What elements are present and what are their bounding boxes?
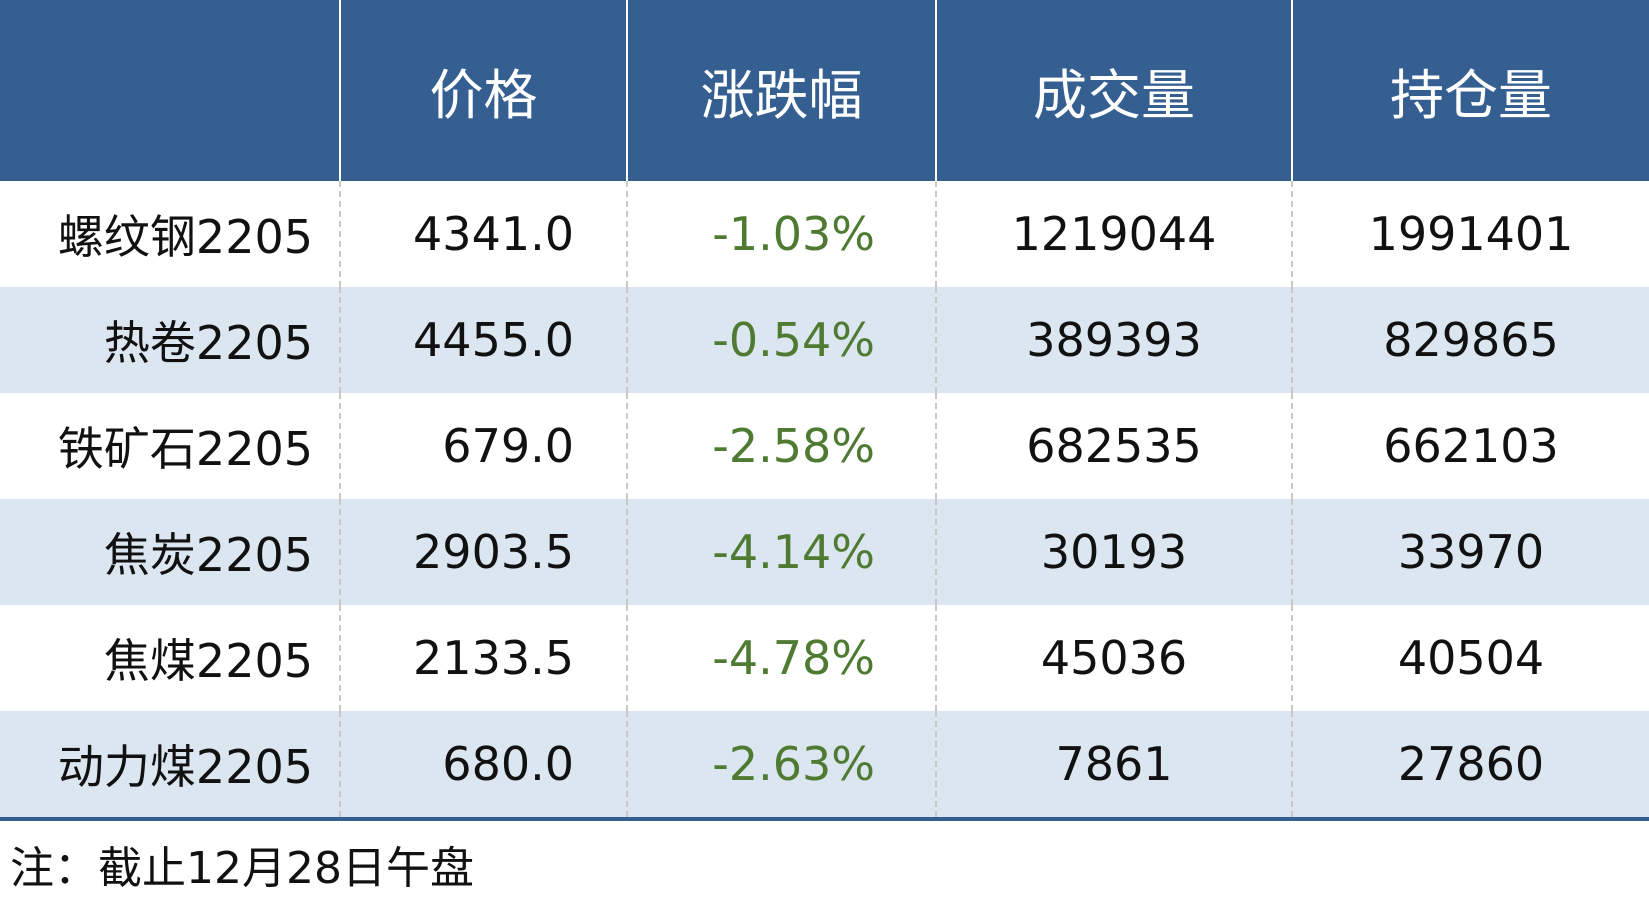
cell: 662103 (1291, 393, 1649, 499)
row-label: 铁矿石2205 (57, 422, 313, 476)
cell: 4455.0 (339, 287, 627, 393)
cell: 4341.0 (339, 181, 627, 287)
cell: 829865 (1291, 287, 1649, 393)
cell: 680.0 (339, 711, 627, 819)
cell: 1991401 (1291, 181, 1649, 287)
cell: 7861 (935, 711, 1292, 819)
cell: 2903.5 (339, 499, 627, 605)
cell: 30193 (935, 499, 1292, 605)
cell: 33970 (1291, 499, 1649, 605)
cell: 682535 (935, 393, 1292, 499)
table-row: 焦炭2205 2903.5 -4.14% 30193 33970 (0, 499, 1649, 605)
cell: -0.54% (626, 287, 936, 393)
cell: 2133.5 (339, 605, 627, 711)
cell: -4.14% (626, 499, 936, 605)
cell: -1.03% (626, 181, 936, 287)
cell: 45036 (935, 605, 1292, 711)
column-header: 价格 (339, 0, 627, 181)
row-label: 热卷2205 (0, 287, 340, 393)
cell: 1219044 (935, 181, 1292, 287)
cell: 389393 (935, 287, 1292, 393)
cell: 679.0 (339, 393, 627, 499)
cell: -4.78% (626, 605, 936, 711)
table-row: 螺纹钢2205 4341.0 -1.03% 1219044 1991401 (0, 181, 1649, 287)
row-label: 动力煤2205 (0, 711, 340, 819)
header-row: 价格 涨跌幅 成交量 持仓量 (0, 0, 1649, 181)
cell: 27860 (1291, 711, 1649, 819)
column-header: 成交量 (935, 0, 1292, 181)
column-header: 持仓量 (1291, 0, 1649, 181)
table-row: 动力煤2205 680.0 -2.63% 7861 27860 (0, 711, 1649, 819)
cell: -2.58% (626, 393, 936, 499)
cell: 40504 (1291, 605, 1649, 711)
table-row: 铁矿石2205 679.0 -2.58% 682535 662103 (0, 393, 1649, 499)
row-label: 焦煤2205 (103, 634, 313, 688)
footnote: 注：截止12月28日午盘 (10, 843, 474, 894)
table-row: 热卷2205 4455.0 -0.54% 389393 829865 (0, 287, 1649, 393)
cell: -2.63% (626, 711, 936, 819)
column-header: 涨跌幅 (626, 0, 936, 181)
row-label: 焦炭2205 (0, 499, 340, 605)
corner-cell (0, 0, 340, 181)
row-label: 螺纹钢2205 (57, 210, 313, 264)
table-row: 焦煤2205 2133.5 -4.78% 45036 40504 (0, 605, 1649, 711)
data-table: 价格 涨跌幅 成交量 持仓量 螺纹钢2205 4341.0 -1.03% 1219044 19… (0, 0, 1649, 821)
